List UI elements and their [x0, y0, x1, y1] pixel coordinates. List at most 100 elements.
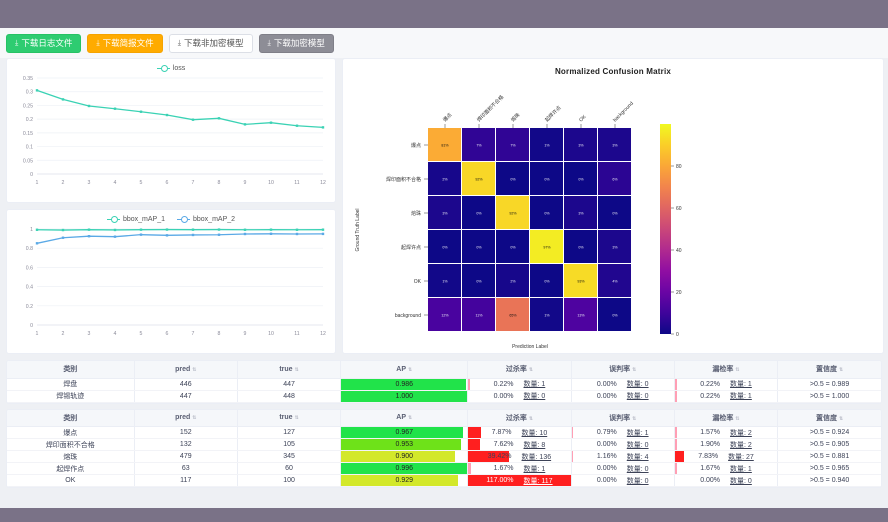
cell-overkill-bar-fill — [468, 463, 472, 474]
download-toolbar: ⤓ 下载日志文件 ⤓ 下载简报文件 ⤓ 下载非加密模型 ⤓ 下载加密模型 — [0, 28, 888, 58]
download-report-file-button[interactable]: ⤓ 下载简报文件 — [87, 33, 163, 53]
ap-value: 0.900 — [395, 453, 414, 460]
sort-icon[interactable]: ⇅ — [294, 415, 299, 422]
legend-item-loss[interactable]: loss — [156, 65, 185, 72]
cell-misjudge-count[interactable]: 数量: 1 — [626, 429, 649, 437]
column-header-1[interactable]: pred ⇅ — [134, 409, 238, 427]
cell-overkill-count[interactable]: 数量: 1 — [523, 465, 546, 473]
column-header-3[interactable]: AP ⇅ — [340, 361, 469, 379]
cell-overkill-count[interactable]: 数量: 1 — [523, 381, 546, 388]
ap-bar: 0.986 — [341, 378, 467, 390]
column-header-label: 置信度 — [815, 366, 837, 374]
sort-icon[interactable]: ⇅ — [632, 415, 637, 422]
sort-icon[interactable]: ⇅ — [528, 367, 534, 374]
sort-icon[interactable]: ⇅ — [838, 415, 844, 422]
sort-icon[interactable]: ⇅ — [408, 366, 413, 373]
map-chart-plot: 00.20.40.60.811 2 3 4 5 6 7 8 9 10 11 12 — [26, 227, 326, 337]
cell-overkill: 0.22% 数量: 1 — [467, 378, 572, 391]
svg-text:0.2: 0.2 — [26, 304, 33, 310]
column-header-4[interactable]: 过杀率 ⇅ — [467, 361, 572, 379]
cell-misjudge-count[interactable]: 数量: 0 — [626, 381, 649, 388]
table-row[interactable]: 焊盘 446 447 0.986 0.22% 数量: 1 0.00% 数量: 0 0.22% 数量… — [7, 378, 881, 391]
cell-overkill: 7.62% 数量: 8 — [467, 438, 572, 451]
cell-misjudge-count[interactable]: 数量: 0 — [626, 465, 649, 473]
sort-icon[interactable]: ⇅ — [408, 415, 413, 422]
table-row[interactable]: 焊印面积不合格 132 105 0.953 7.62% 数量: 8 0.00% 数量: 0 1.… — [7, 438, 881, 451]
column-header-label: 漏检率 — [712, 366, 734, 374]
column-header-4[interactable]: 过杀率 ⇅ — [467, 409, 572, 427]
table-row[interactable]: 焊锡轨迹 447 448 1.000 0.00% 数量: 0 0.00% 数量: 0 0.22%… — [7, 390, 881, 403]
column-header-7[interactable]: 置信度 ⇅ — [777, 409, 881, 427]
column-header-6[interactable]: 漏检率 ⇅ — [674, 409, 779, 427]
cell-ap: 0.996 — [340, 462, 469, 475]
legend-item-bbox-map-1[interactable]: bbox_mAP_1 — [106, 216, 165, 223]
cell-misjudge-count[interactable]: 数量: 4 — [626, 453, 649, 461]
svg-text:焊印面积不合格: 焊印面积不合格 — [475, 94, 505, 124]
cell-miss-count[interactable]: 数量: 1 — [730, 381, 752, 388]
sort-icon[interactable]: ⇅ — [528, 415, 534, 422]
svg-text:background: background — [395, 313, 421, 319]
table-row[interactable]: 起焊作点 63 60 0.996 1.67% 数量: 1 0.00% 数量: 0 1.67% 数量… — [7, 462, 881, 475]
cell-miss: 0.22% 数量: 1 — [674, 378, 779, 391]
column-header-5[interactable]: 误判率 ⇅ — [571, 361, 675, 379]
sort-icon[interactable]: ⇅ — [192, 415, 197, 422]
download-log-file-label: 下载日志文件 — [21, 37, 73, 48]
cell-overkill-percent: 117.00% — [486, 477, 514, 484]
cell-overkill-count[interactable]: 数量: 117 — [523, 477, 553, 485]
sort-icon[interactable]: ⇅ — [192, 366, 197, 373]
column-header-2[interactable]: true ⇅ — [237, 361, 342, 379]
sort-icon[interactable]: ⇅ — [632, 367, 637, 374]
svg-text:3: 3 — [88, 331, 91, 337]
column-header-2[interactable]: true ⇅ — [237, 409, 342, 427]
table-row[interactable]: 熔珠 479 345 0.900 39.42% 数量: 136 1.16% 数量: 4 7.83… — [7, 450, 881, 463]
ap-bar-fill — [341, 390, 468, 402]
download-unencrypted-model-button[interactable]: ⤓ 下载非加密模型 — [168, 33, 253, 53]
table-row[interactable]: 爆点 152 127 0.967 7.87% 数量: 10 0.79% 数量: 1 1.57% 数… — [7, 426, 881, 439]
sort-icon[interactable]: ⇅ — [735, 415, 740, 422]
cell-miss-count[interactable]: 数量: 1 — [730, 393, 752, 400]
cell-miss-count[interactable]: 数量: 2 — [730, 429, 752, 437]
svg-text:0.1: 0.1 — [26, 145, 33, 151]
cell-overkill-count[interactable]: 数量: 136 — [521, 453, 552, 461]
cell-miss-count[interactable]: 数量: 1 — [730, 465, 752, 473]
cell-overkill-count[interactable]: 数量: 8 — [523, 441, 546, 449]
svg-text:0.2: 0.2 — [26, 117, 33, 123]
svg-text:起焊许点: 起焊许点 — [543, 104, 562, 123]
svg-text:熔珠: 熔珠 — [411, 210, 421, 217]
cell-miss-bar-fill — [674, 439, 677, 450]
cell-miss-count[interactable]: 数量: 2 — [730, 441, 752, 449]
download-log-file-button[interactable]: ⤓ 下载日志文件 — [6, 33, 82, 53]
svg-text:8: 8 — [218, 331, 221, 337]
column-header-1[interactable]: pred ⇅ — [134, 361, 238, 379]
cell-miss-count[interactable]: 数量: 27 — [728, 453, 754, 461]
ap-bar-fill — [341, 427, 464, 438]
cell-category: 焊盘 — [7, 378, 135, 391]
cell-miss-count[interactable]: 数量: 0 — [730, 477, 752, 485]
cell-overkill-count[interactable]: 数量: 0 — [523, 393, 546, 400]
column-header-5[interactable]: 误判率 ⇅ — [571, 409, 675, 427]
sort-icon[interactable]: ⇅ — [838, 367, 844, 374]
cell-misjudge-count[interactable]: 数量: 0 — [626, 393, 649, 400]
svg-text:0.6: 0.6 — [26, 265, 33, 271]
column-header-0: 类别 — [7, 409, 135, 427]
download-encrypted-model-button[interactable]: ⤓ 下载加密模型 — [258, 33, 334, 53]
column-header-6[interactable]: 漏检率 ⇅ — [674, 361, 779, 379]
svg-text:10: 10 — [268, 331, 274, 337]
column-header-7[interactable]: 置信度 ⇅ — [777, 361, 881, 379]
sort-icon[interactable]: ⇅ — [735, 367, 740, 374]
column-header-label: AP — [396, 414, 407, 422]
cell-misjudge-count[interactable]: 数量: 0 — [626, 441, 649, 449]
table-row[interactable]: OK 117 100 0.929 117.00% 数量: 117 0.00% 数量: 0 0.0… — [7, 474, 881, 487]
cell-misjudge-percent: 0.00% — [596, 477, 617, 484]
cell-miss-percent: 0.22% — [700, 380, 721, 388]
cell-miss-percent: 1.67% — [700, 465, 721, 472]
cell-misjudge-bar-fill — [571, 427, 574, 438]
legend-item-bbox-map-2[interactable]: bbox_mAP_2 — [177, 216, 235, 223]
cell-overkill-count[interactable]: 数量: 10 — [521, 429, 548, 437]
cell-overkill-bar: 1.67% 数量: 1 — [468, 463, 570, 474]
cell-misjudge-count[interactable]: 数量: 0 — [626, 477, 649, 485]
svg-text:3%: 3% — [442, 212, 448, 216]
defect-table: 类别 pred ⇅ true ⇅ AP ⇅ 过杀率 ⇅ 误判率 ⇅ 漏检率 ⇅ 置信度 ⇅ 爆点 152 127 0… — [7, 409, 881, 487]
sort-icon[interactable]: ⇅ — [294, 366, 299, 373]
column-header-3[interactable]: AP ⇅ — [340, 409, 469, 427]
